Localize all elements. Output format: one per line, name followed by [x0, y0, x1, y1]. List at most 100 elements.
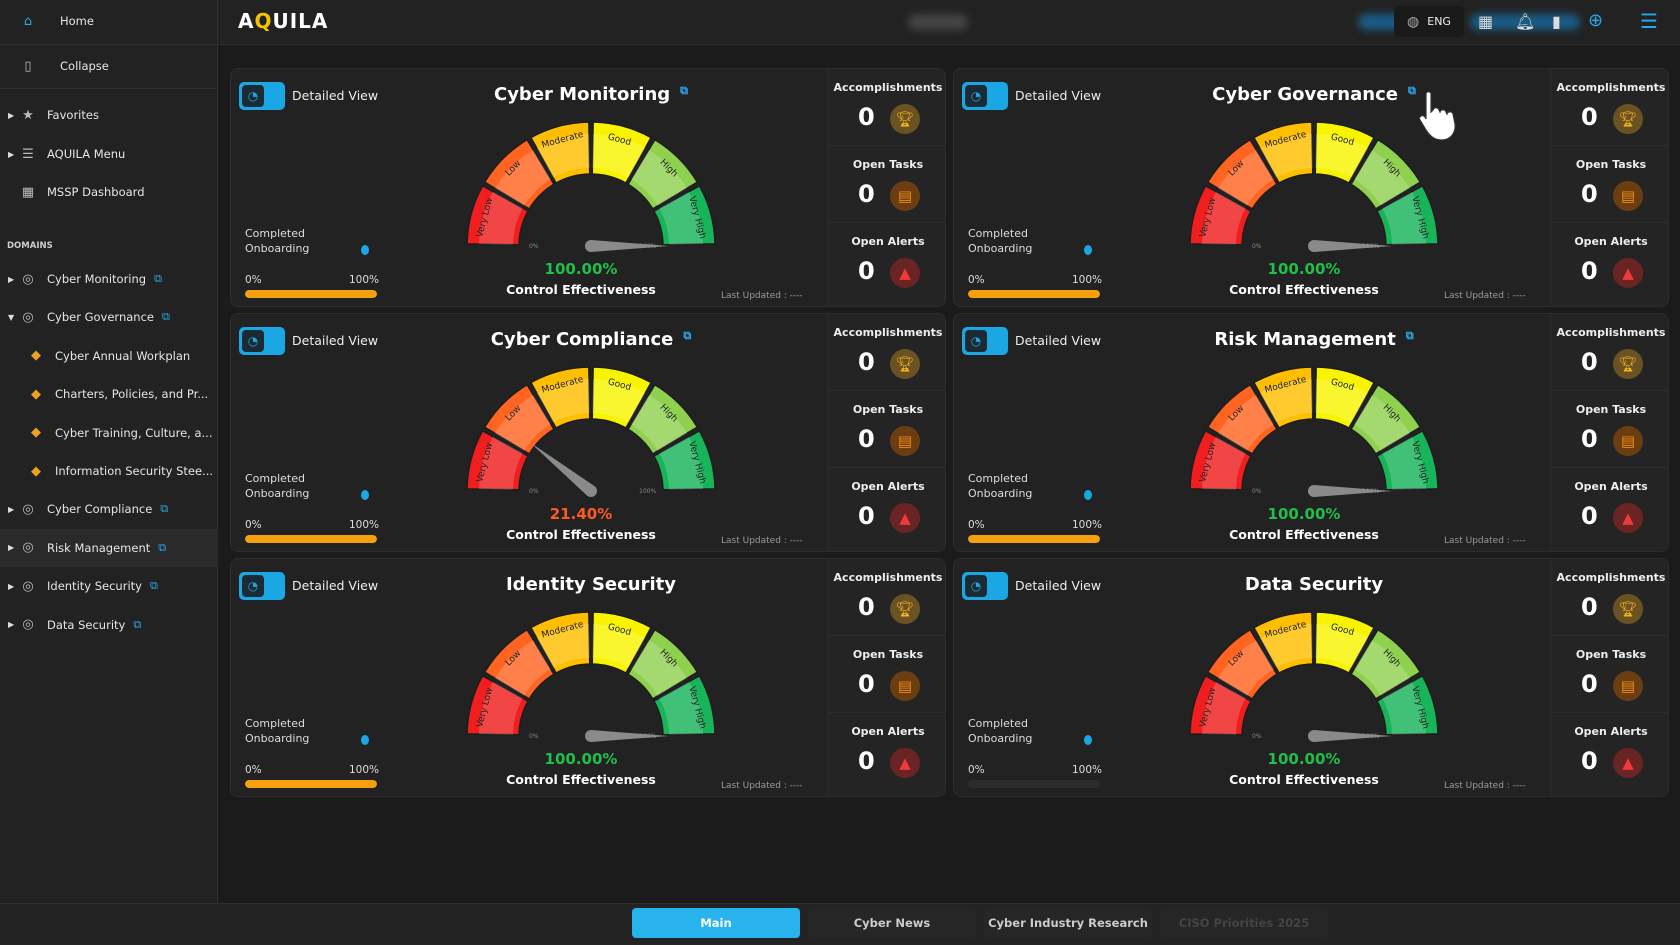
info-icon[interactable]	[361, 245, 369, 255]
external-link-icon[interactable]: ⧉	[158, 540, 167, 554]
external-link-icon[interactable]: ⧉	[683, 329, 692, 342]
lifebuoy-icon[interactable]: ⊕	[1588, 10, 1604, 31]
sidebar-item-home[interactable]: ⌂ Home	[0, 2, 218, 40]
accomplishments-stat[interactable]: Accomplishments 0 🏆︎	[1551, 559, 1668, 636]
tab-ciso-priorities-2025[interactable]: CISO Priorities 2025	[1160, 908, 1328, 938]
open-tasks-stat[interactable]: Open Tasks 0 ▤	[828, 636, 945, 713]
speedometer-icon: ◔	[964, 84, 988, 108]
domain-card-data-security: ◔ Detailed View Data Security Very Low Lo…	[953, 558, 1669, 797]
sidebar-item-data-security[interactable]: ▶ ◎ Data Security ⧉	[8, 617, 142, 633]
sidebar-item-cyber-compliance[interactable]: ▶ ◎ Cyber Compliance ⧉	[8, 501, 169, 517]
info-icon[interactable]	[361, 735, 369, 745]
control-effectiveness-label: Control Effectiveness	[506, 527, 656, 542]
accomplishments-stat[interactable]: Accomplishments 0 🏆︎	[828, 314, 945, 391]
effectiveness-value: 21.40%	[549, 505, 613, 523]
info-icon[interactable]	[1084, 245, 1092, 255]
open-tasks-stat[interactable]: Open Tasks 0 ▤	[828, 391, 945, 468]
caret-right-icon: ▶	[8, 149, 15, 159]
onboarding-progress-bar	[245, 780, 377, 788]
open-tasks-stat[interactable]: Open Tasks 0 ▤	[1551, 391, 1668, 468]
external-link-icon[interactable]: ⧉	[1405, 329, 1414, 342]
detailed-view-toggle[interactable]: ◔	[962, 82, 1008, 110]
gauge-band-highlight	[494, 639, 551, 696]
gauge-band-highlight	[494, 394, 551, 451]
sidebar-item-information-security-stee[interactable]: ◆ Information Security Stee...	[0, 452, 218, 490]
open-alerts-stat[interactable]: Open Alerts 0 ▲	[1551, 223, 1668, 300]
external-link-icon[interactable]: ⧉	[133, 617, 142, 631]
info-icon[interactable]	[361, 490, 369, 500]
trophy-icon: 🏆︎	[1613, 349, 1643, 379]
detailed-view-toggle[interactable]: ◔	[962, 327, 1008, 355]
detailed-view-toggle[interactable]: ◔	[239, 82, 285, 110]
external-link-icon[interactable]: ⧉	[680, 84, 689, 97]
detailed-view-toggle[interactable]: ◔	[239, 327, 285, 355]
sidebar-item-cyber-governance[interactable]: ▼ ◎ Cyber Governance ⧉	[8, 309, 170, 325]
accomplishments-stat[interactable]: Accomplishments 0 🏆︎	[828, 559, 945, 636]
external-link-icon[interactable]: ⧉	[161, 310, 170, 324]
gauge-band-highlight	[1217, 639, 1274, 696]
open-alerts-stat[interactable]: Open Alerts 0 ▲	[1551, 713, 1668, 790]
detailed-view-toggle[interactable]: ◔	[962, 572, 1008, 600]
external-link-icon[interactable]: ⧉	[149, 579, 158, 593]
completed-onboarding-label: Completed Onboarding	[968, 472, 1033, 500]
card-title-row: Identity Security	[381, 574, 801, 595]
open-alerts-stat[interactable]: Open Alerts 0 ▲	[828, 468, 945, 545]
book-icon[interactable]: ▮	[1552, 12, 1561, 31]
clipboard-icon: ▤	[1613, 426, 1643, 456]
sidebar-item-cyber-annual-workplan[interactable]: ◆ Cyber Annual Workplan	[0, 337, 218, 375]
tab-cyber-industry-research[interactable]: Cyber Industry Research	[984, 908, 1152, 938]
card-title-row: Risk Management ⧉	[1104, 329, 1524, 350]
sidebar-item-identity-security[interactable]: ▶ ◎ Identity Security ⧉	[8, 578, 158, 594]
gauge-band-segment	[591, 611, 653, 675]
language-selector[interactable]: ◍ ENG	[1394, 6, 1464, 37]
open-tasks-stat[interactable]: Open Tasks 0 ▤	[1551, 636, 1668, 713]
aquila-logo[interactable]: AQUILA	[238, 9, 329, 33]
bar-min-label: 0%	[968, 274, 985, 286]
gauge-band-segment	[466, 184, 530, 246]
building-icon[interactable]: ▦	[1478, 12, 1494, 31]
gauge-band-highlight	[659, 436, 703, 490]
sidebar-item-cyber-monitoring[interactable]: ▶ ◎ Cyber Monitoring ⧉	[8, 271, 162, 287]
info-icon[interactable]	[1084, 735, 1092, 745]
open-alerts-stat[interactable]: Open Alerts 0 ▲	[828, 713, 945, 790]
open-tasks-stat[interactable]: Open Tasks 0 ▤	[1551, 146, 1668, 223]
gauge-band-segment	[1252, 366, 1314, 430]
gauge-band-segment	[529, 121, 591, 185]
accomplishments-stat[interactable]: Accomplishments 0 🏆︎	[828, 69, 945, 146]
sidebar-item-charters-policies-and-pr[interactable]: ◆ Charters, Policies, and Pr...	[0, 375, 218, 413]
accomplishments-stat[interactable]: Accomplishments 0 🏆︎	[1551, 314, 1668, 391]
external-link-icon[interactable]: ⧉	[1407, 84, 1416, 97]
external-link-icon[interactable]: ⧉	[154, 272, 162, 285]
sidebar-item-risk-management[interactable]: ▶ ◎ Risk Management ⧉	[0, 528, 218, 567]
sidebar-item-cyber-training-culture-a[interactable]: ◆ Cyber Training, Culture, a...	[0, 414, 218, 452]
collapse-button[interactable]: ▯ Collapse	[0, 47, 218, 85]
gauge-band-highlight	[631, 149, 688, 206]
tab-cyber-news[interactable]: Cyber News	[808, 908, 976, 938]
gauge-band-highlight	[1259, 624, 1313, 668]
ring-icon: ◆	[31, 463, 41, 479]
accomplishments-stat[interactable]: Accomplishments 0 🏆︎	[1551, 69, 1668, 146]
tab-main[interactable]: Main	[632, 908, 800, 938]
open-alerts-stat[interactable]: Open Alerts 0 ▲	[828, 223, 945, 300]
bar-max-label: 100%	[349, 764, 380, 776]
info-icon[interactable]	[1084, 490, 1092, 500]
sidebar-item-aquila-menu[interactable]: ▶ ☰ AQUILA Menu	[8, 146, 126, 162]
hamburger-menu-icon[interactable]: ☰	[1640, 9, 1658, 33]
sidebar-item-mssp-dashboard[interactable]: ▦ MSSP Dashboard	[21, 184, 145, 200]
sidebar-item-favorites[interactable]: ▶ ★ Favorites	[8, 107, 99, 123]
external-link-icon[interactable]: ⧉	[160, 502, 169, 516]
speedometer-icon: ◔	[964, 329, 988, 353]
gauge-band-highlight	[592, 134, 646, 178]
open-alerts-stat[interactable]: Open Alerts 0 ▲	[1551, 468, 1668, 545]
gauge-band-segment	[1189, 184, 1253, 246]
database-icon: ◎	[22, 617, 34, 633]
effectiveness-value: 100.00%	[1267, 505, 1341, 523]
card-title-row: Data Security	[1104, 574, 1524, 595]
detailed-view-label: Detailed View	[1015, 578, 1102, 593]
last-updated: Last Updated : ----	[721, 781, 803, 791]
detailed-view-toggle[interactable]: ◔	[239, 572, 285, 600]
pointer-hand-cursor	[1418, 91, 1456, 141]
open-tasks-stat[interactable]: Open Tasks 0 ▤	[828, 146, 945, 223]
bell-icon[interactable]: 🔔︎	[1515, 12, 1536, 31]
